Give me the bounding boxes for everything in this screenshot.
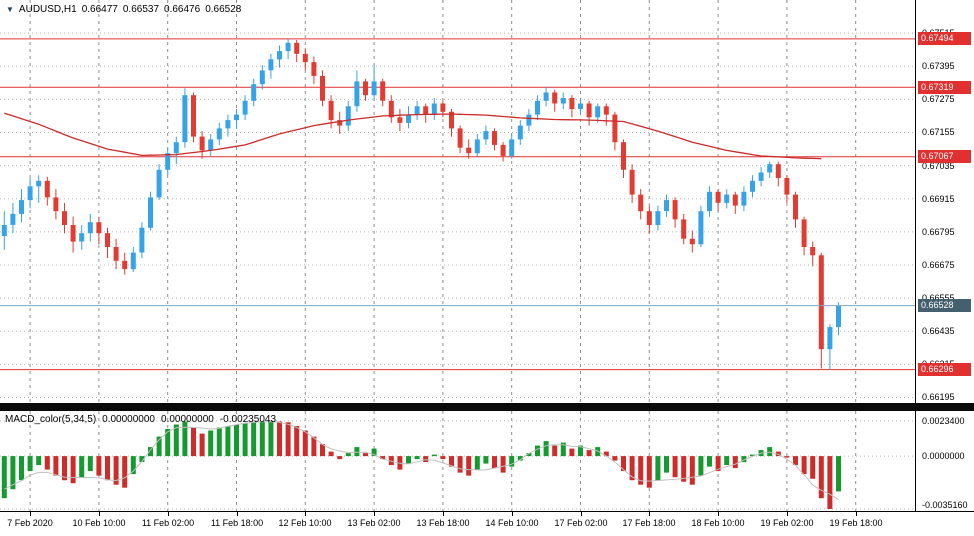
level-price-badge: 0.67319 [918, 81, 971, 94]
time-tick [512, 512, 513, 516]
time-tick-label: 14 Feb 10:00 [485, 518, 539, 528]
time-tick-label: 11 Feb 02:00 [141, 518, 195, 528]
time-tick [443, 512, 444, 516]
symbol-ohlc-label: ▼ AUDUSD,H1 0.66477 0.66537 0.66476 0.66… [6, 4, 241, 15]
time-tick [787, 512, 788, 516]
price-tick-label: 0.66675 [922, 260, 955, 270]
time-tick-label: 17 Feb 18:00 [622, 518, 676, 528]
time-tick [168, 512, 169, 516]
time-tick-label: 13 Feb 18:00 [416, 518, 470, 528]
macd-indicator-name: MACD_color(5,34,5) [5, 414, 97, 425]
macd-tick-label: 0.0023400 [922, 416, 965, 426]
macd-grid-layer [0, 411, 915, 511]
macd-main-value: 0.00000000 [102, 414, 155, 425]
time-tick-label: 17 Feb 02:00 [554, 518, 608, 528]
price-tick-label: 0.67155 [922, 127, 955, 137]
level-price-badge: 0.67494 [918, 32, 971, 45]
macd-signal-value: 0.00000000 [161, 414, 214, 425]
macd-signal-line [4, 421, 839, 501]
grid-layer [0, 0, 915, 403]
macd-histogram [1, 420, 841, 509]
moving-average-line[interactable] [4, 112, 822, 160]
price-tick-label: 0.67035 [922, 161, 955, 171]
time-tick-label: 12 Feb 10:00 [278, 518, 332, 528]
levels-layer[interactable] [0, 38, 915, 371]
low-value: 0.66476 [164, 4, 201, 15]
macd-axis[interactable]: 0.0023400 0.0000000 -0.0035160 [915, 411, 974, 511]
current-price-badge: 0.66528 [918, 299, 971, 312]
price-tick-label: 0.66195 [922, 392, 955, 402]
time-tick-label: 11 Feb 18:00 [210, 518, 264, 528]
macd-tick-label: 0.0000000 [922, 451, 965, 461]
price-axis[interactable]: 0.675150.673950.672750.671550.670350.669… [915, 0, 974, 403]
high-value: 0.66537 [122, 4, 160, 15]
symbol-timeframe-label: AUDUSD,H1 [18, 4, 77, 15]
macd-histogram-value: -0.00235043 [219, 414, 277, 425]
open-value: 0.66477 [81, 4, 118, 15]
time-tick [856, 512, 857, 516]
price-tick-label: 0.66915 [922, 194, 955, 204]
pane-divider[interactable] [0, 403, 974, 411]
price-pane-svg [0, 0, 915, 403]
macd-tick-label: -0.0035160 [922, 500, 968, 510]
time-tick-label: 19 Feb 02:00 [760, 518, 814, 528]
price-tick-label: 0.66795 [922, 227, 955, 237]
time-tick-label: 18 Feb 10:00 [691, 518, 745, 528]
time-tick [649, 512, 650, 516]
time-tick [305, 512, 306, 516]
time-tick-label: 10 Feb 10:00 [72, 518, 126, 528]
candles-layer [1, 38, 841, 370]
time-tick-label: 13 Feb 02:00 [347, 518, 401, 528]
time-tick [581, 512, 582, 516]
time-tick [237, 512, 238, 516]
time-tick [374, 512, 375, 516]
close-value: 0.66528 [205, 4, 242, 15]
price-tick-label: 0.66435 [922, 326, 955, 336]
level-price-badge: 0.66296 [918, 363, 971, 376]
price-pane[interactable] [0, 0, 915, 403]
price-tick-label: 0.67395 [922, 61, 955, 71]
time-tick [718, 512, 719, 516]
time-tick-label: 19 Feb 18:00 [829, 518, 883, 528]
time-tick [30, 512, 31, 516]
time-axis[interactable]: 7 Feb 2020 10 Feb 10:00 11 Feb 02:00 11 Feb… [0, 511, 974, 536]
time-tick-label: 7 Feb 2020 [7, 518, 53, 528]
macd-indicator-label: MACD_color(5,34,5) 0.00000000 0.00000000… [5, 414, 276, 425]
price-tick-label: 0.67275 [922, 94, 955, 104]
time-tick [99, 512, 100, 516]
macd-pane-svg [0, 411, 915, 511]
level-price-badge: 0.67067 [918, 150, 971, 163]
price-tick-label: 0.66555 [922, 293, 955, 303]
triangle-down-icon: ▼ [6, 4, 14, 14]
macd-pane[interactable] [0, 411, 915, 511]
